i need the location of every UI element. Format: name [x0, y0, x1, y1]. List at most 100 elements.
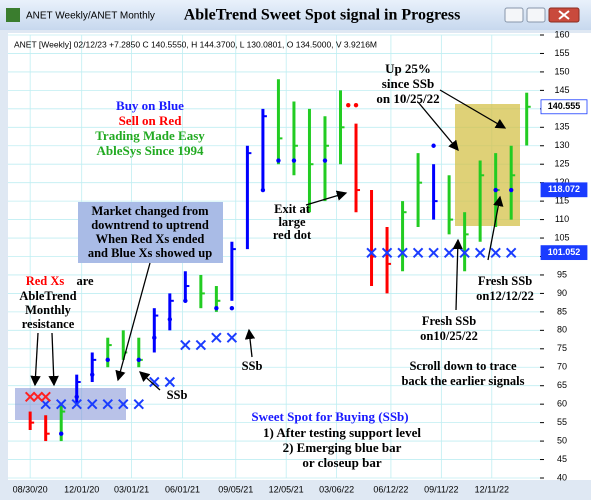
exit-dot	[353, 102, 359, 108]
annotation: Trading Made Easy	[95, 128, 205, 143]
annotation: or closeup bar	[302, 455, 381, 470]
y-tick-label: 90	[557, 288, 567, 298]
support-dot	[90, 372, 95, 377]
arrow	[139, 371, 161, 391]
annotation: and Blue Xs showed up	[88, 246, 212, 260]
monthly-resistance-x	[40, 391, 51, 402]
x-tick-label: 06/01/21	[165, 484, 200, 494]
note-box	[78, 202, 223, 263]
price-label: 140.555	[548, 101, 581, 111]
arrow	[417, 101, 459, 151]
support-dot	[136, 357, 141, 363]
resistance-x	[180, 339, 191, 351]
annotation: Market changed from	[91, 204, 209, 218]
close-icon	[558, 10, 570, 20]
y-tick-label: 125	[554, 159, 569, 169]
annotation: AbleSys Since 1994	[97, 143, 204, 158]
annotation: Scroll down to trace	[409, 359, 516, 373]
chart-title: AbleTrend Sweet Spot signal in Progress	[184, 7, 461, 24]
support-dot	[105, 357, 110, 363]
x-tick-label: 09/11/22	[424, 484, 458, 494]
annotation: red dot	[273, 228, 312, 242]
support-dot	[59, 431, 64, 436]
y-tick-label: 105	[554, 232, 569, 242]
annotation: since SSb	[382, 76, 434, 91]
y-tick-label: 130	[554, 140, 569, 150]
x-tick-label: 03/01/21	[114, 484, 149, 494]
price-label-box	[540, 182, 588, 198]
support-dot	[167, 317, 173, 322]
minimize-button[interactable]	[504, 7, 524, 23]
price-label-box	[540, 245, 588, 261]
resistance-x	[87, 398, 98, 410]
arrow	[244, 328, 256, 358]
resistance-x	[195, 339, 207, 351]
x-tick-label: 08/30/20	[13, 484, 48, 494]
annotation: downtrend to uptrend	[91, 218, 209, 232]
y-tick-label: 70	[557, 362, 567, 372]
x-tick-label: 09/05/21	[218, 484, 253, 494]
annotation: Fresh SSb	[422, 314, 476, 328]
support-dot	[276, 158, 281, 163]
support-dot	[493, 187, 498, 193]
monthly-resistance-x	[32, 391, 44, 402]
resistance-x	[164, 376, 176, 388]
annotation: SSb	[242, 359, 263, 373]
support-dot	[431, 143, 436, 148]
y-tick-label: 135	[554, 122, 569, 132]
resistance-x	[505, 247, 517, 259]
arrow	[30, 332, 41, 387]
annotation: Sell on Red	[119, 113, 183, 128]
y-tick-label: 155	[554, 48, 569, 58]
resistance-x	[366, 247, 377, 259]
app-icon	[6, 8, 20, 22]
arrow	[48, 332, 59, 387]
maximize-button[interactable]	[526, 7, 546, 23]
arrow	[487, 195, 504, 261]
support-dot	[291, 158, 297, 163]
y-tick-label: 50	[557, 435, 567, 445]
annotation: Red Xs	[26, 274, 65, 288]
x-tick-label: 03/06/22	[319, 484, 354, 494]
resistance-x	[102, 398, 113, 410]
y-tick-label: 60	[557, 399, 567, 409]
resistance-x	[118, 398, 129, 410]
y-tick-label: 115	[555, 196, 569, 206]
arrow	[452, 238, 463, 311]
annotation: SSb	[167, 388, 188, 402]
arrow	[115, 262, 151, 382]
y-tick-label: 40	[557, 472, 567, 482]
y-tick-label: 95	[557, 269, 567, 279]
annotation: Sweet Spot for Buying (SSb)	[251, 409, 408, 424]
price-label: 118.072	[548, 184, 580, 194]
resistance-x	[211, 332, 222, 343]
annotation: Monthly	[25, 303, 72, 317]
price-label-box	[540, 99, 588, 115]
resistance-x	[397, 247, 408, 259]
x-tick-label: 06/12/22	[373, 484, 408, 494]
annotation: Buy on Blue	[116, 98, 184, 113]
support-dot	[229, 305, 235, 311]
title-bar	[0, 0, 591, 30]
y-tick-label: 120	[554, 177, 569, 187]
resistance-x	[459, 247, 470, 259]
monthly-resistance-x	[24, 391, 36, 402]
y-tick-label: 80	[557, 325, 567, 335]
price-label: 101.052	[548, 247, 581, 257]
support-dot	[322, 158, 328, 163]
annotation: When Red Xs ended	[96, 232, 205, 246]
annotation: are	[76, 274, 94, 288]
x-tick-label: 12/05/21	[269, 484, 304, 494]
arrow	[439, 89, 507, 129]
resistance-x	[490, 247, 501, 259]
resistance-x	[226, 332, 238, 343]
window-title: ANET Weekly/ANET Monthly	[26, 11, 155, 22]
annotation: Exit at	[274, 202, 311, 216]
arrow	[305, 190, 348, 206]
resistance-x	[428, 247, 439, 259]
y-tick-label: 75	[557, 343, 567, 353]
exit-dot	[346, 102, 351, 108]
resistance-x	[412, 247, 424, 259]
annotation: on10/25/22	[420, 329, 478, 343]
